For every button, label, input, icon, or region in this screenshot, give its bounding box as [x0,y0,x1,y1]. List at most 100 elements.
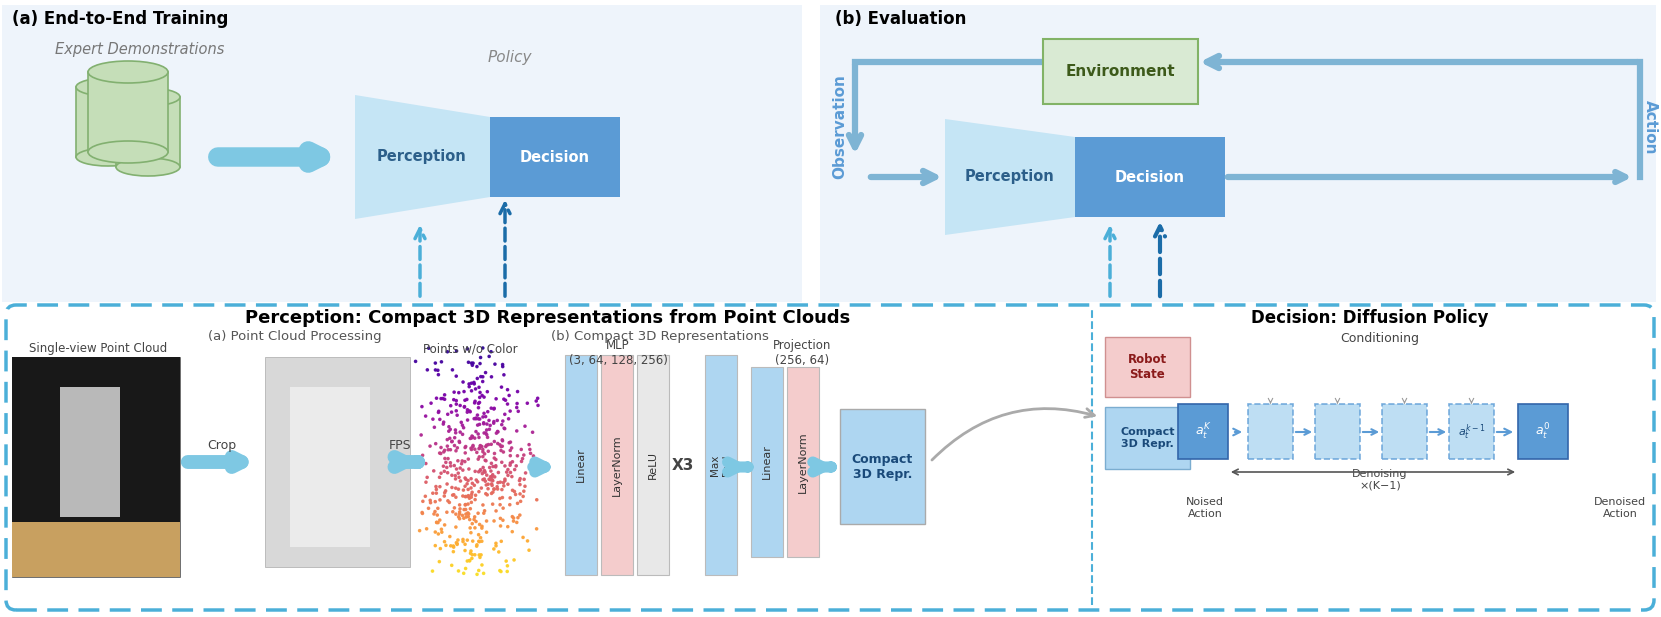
FancyBboxPatch shape [787,367,819,557]
Point [502,489,528,499]
Point [425,365,452,375]
Point [473,440,500,450]
Point [437,497,463,507]
Point [434,479,460,489]
Point [450,505,477,515]
Point [480,516,507,526]
Point [410,497,437,507]
Point [467,358,493,368]
Point [472,489,498,499]
Point [510,486,537,496]
Point [437,541,463,551]
Point [442,503,468,513]
Point [458,497,485,507]
Point [434,441,460,451]
Point [498,527,525,537]
Point [490,515,517,525]
Point [470,466,497,476]
Point [424,488,450,498]
Point [412,477,439,487]
Point [470,568,497,578]
Point [468,442,495,452]
Point [503,402,530,412]
Text: Linear: Linear [762,445,772,479]
Point [510,453,537,463]
Point [473,430,500,440]
Text: Perception: Perception [377,149,467,165]
Text: (a) Point Cloud Processing: (a) Point Cloud Processing [208,330,382,343]
Point [473,528,500,537]
Point [422,507,448,516]
Point [498,511,525,521]
Point [437,458,463,468]
Point [512,481,538,491]
Point [500,516,527,526]
Point [453,394,480,404]
Point [455,382,482,392]
Text: Robot
State: Robot State [1128,353,1168,381]
Text: (a) End-to-End Training: (a) End-to-End Training [12,10,228,28]
Point [467,520,493,529]
Point [432,390,458,400]
Point [453,344,480,354]
Point [462,491,488,500]
Point [445,535,472,545]
Bar [116,97,179,167]
Point [452,505,478,515]
Point [460,442,487,452]
Point [480,544,507,554]
Point [488,420,515,429]
Point [463,540,490,550]
FancyBboxPatch shape [1316,404,1360,459]
Point [490,416,517,426]
Point [460,441,487,450]
Point [485,547,512,557]
Point [439,470,465,480]
Point [452,563,478,573]
Point [488,484,515,494]
Point [442,441,468,450]
Point [458,358,485,368]
Point [492,474,518,484]
Ellipse shape [76,78,140,96]
Point [465,467,492,477]
Point [475,479,502,489]
Point [467,387,493,397]
Point [465,487,492,497]
Point [443,539,470,549]
Point [458,474,485,484]
Point [490,423,517,433]
Text: FPS: FPS [389,439,412,452]
Point [465,403,492,413]
Point [414,524,440,534]
Point [500,555,527,565]
Point [477,475,503,485]
Point [453,509,480,519]
Point [525,400,551,410]
Point [434,468,460,478]
FancyBboxPatch shape [638,355,669,575]
Point [472,467,498,477]
Point [468,550,495,560]
Point [490,478,517,487]
Point [465,399,492,408]
Point [445,512,472,522]
Point [480,416,507,426]
Point [470,474,497,484]
Point [482,461,508,471]
Point [447,476,473,486]
Point [468,391,495,400]
Point [422,497,448,507]
Ellipse shape [116,88,179,106]
Point [467,441,493,450]
Point [492,409,518,419]
Point [442,509,468,519]
Point [402,462,429,471]
Point [488,442,515,452]
Point [450,568,477,578]
Point [503,518,530,528]
FancyBboxPatch shape [266,357,410,567]
Point [523,524,550,534]
Point [512,421,538,431]
Point [507,479,533,489]
